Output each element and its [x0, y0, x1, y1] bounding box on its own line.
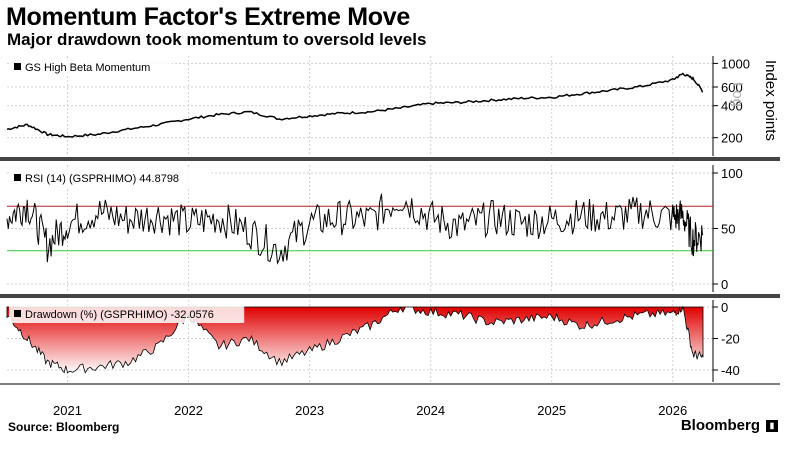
y-tick-label: 1000: [721, 56, 750, 71]
legend-box: [9, 169, 212, 187]
y-tick-label: 0: [721, 277, 728, 292]
y-tick-label: 50: [721, 222, 735, 237]
y-tick-label: 200: [721, 131, 743, 146]
panel-separator: [0, 294, 780, 298]
source-note: Source: Bloomberg: [8, 420, 120, 434]
chart-title: Momentum Factor's Extreme Move: [6, 3, 410, 31]
legend-box: [9, 305, 245, 323]
x-tick-label: 2025: [537, 403, 566, 418]
series-line-rsi: [6, 193, 704, 265]
legend-swatch: [14, 310, 21, 317]
legend-label: GS High Beta Momentum: [25, 62, 150, 74]
y-tick-label: 600: [721, 80, 743, 95]
y-tick-label: -40: [721, 363, 740, 378]
legend-swatch: [14, 174, 21, 181]
series-line-gs-high-beta-momentum: [6, 72, 704, 138]
legend-label: RSI (14) (GSPRHIMO) 44.8798: [25, 173, 179, 185]
x-tick-label: 2021: [53, 403, 82, 418]
y-tick-label: 100: [721, 166, 743, 181]
x-tick-label: 2026: [658, 403, 687, 418]
brand-text: Bloomberg: [680, 417, 760, 434]
chart-subtitle: Major drawdown took momentum to oversold…: [7, 30, 427, 49]
legend-swatch: [14, 63, 21, 70]
panel-separator: [0, 157, 780, 161]
legend-label: Drawdown (%) (GSPRHIMO) -32.0576: [25, 309, 214, 321]
y-axis-title: Index points: [762, 60, 779, 141]
y-tick-label: 0: [721, 300, 728, 315]
brand-logo: Bloomberg: [681, 417, 778, 434]
x-tick-label: 2022: [174, 403, 203, 418]
chart-icon: ▮: [766, 420, 778, 432]
y-tick-label: -20: [721, 332, 740, 347]
x-tick-label: 2023: [295, 403, 324, 418]
log-scale-badge: Log: [729, 82, 746, 107]
x-tick-label: 2024: [416, 403, 445, 418]
legend-box: [9, 58, 172, 76]
y-tick-label: 400: [721, 99, 743, 114]
